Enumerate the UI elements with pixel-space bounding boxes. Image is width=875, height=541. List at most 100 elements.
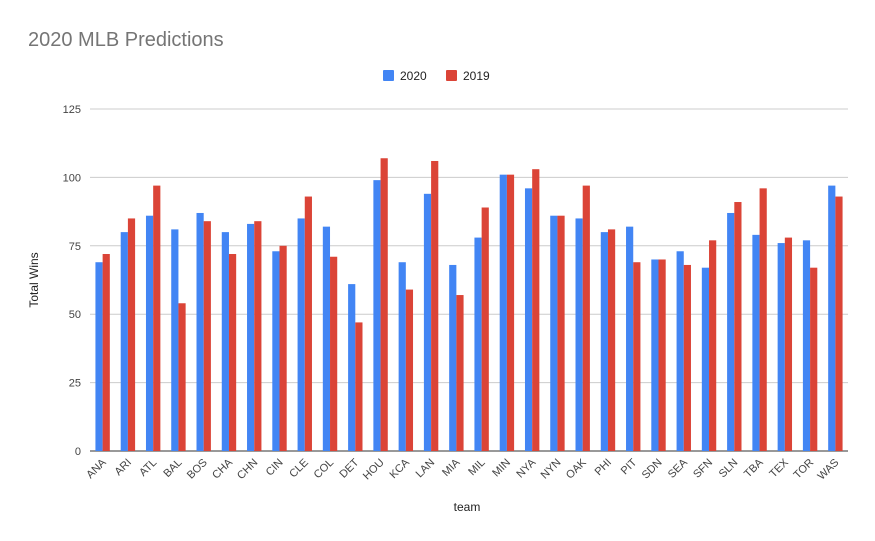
bar-2019-bal bbox=[178, 303, 186, 451]
x-tick-label: SFN bbox=[691, 457, 715, 481]
x-tick-label: MIN bbox=[490, 457, 513, 480]
bar-2019-min bbox=[506, 174, 515, 451]
bar-2019-oak bbox=[582, 185, 590, 452]
bar-2019-nyn bbox=[557, 215, 565, 451]
bar-2019-bos bbox=[203, 221, 211, 451]
bar-2020-sln bbox=[727, 212, 735, 451]
bar-2020-col bbox=[322, 226, 331, 451]
bar-2020-hou bbox=[373, 180, 381, 451]
y-axis-title: Total Wins bbox=[27, 252, 41, 307]
x-tick-label: LAN bbox=[414, 457, 438, 481]
x-tick-label: ATL bbox=[137, 457, 159, 479]
bar-2020-nya bbox=[524, 188, 533, 451]
bar-2020-tor bbox=[802, 240, 811, 451]
bar-2020-phi bbox=[600, 232, 608, 451]
bar-2020-cha bbox=[221, 232, 229, 451]
bar-2020-bal bbox=[171, 229, 179, 451]
x-tick-label: HOU bbox=[361, 457, 387, 483]
bar-2020-ari bbox=[120, 232, 128, 451]
x-tick-label: ANA bbox=[84, 456, 109, 481]
legend-label-2019: 2019 bbox=[463, 69, 490, 83]
y-tick-label: 50 bbox=[69, 309, 81, 321]
bar-2019-cin bbox=[279, 245, 287, 451]
bar-2020-cle bbox=[297, 218, 305, 451]
bar-2019-kca bbox=[405, 289, 414, 451]
x-tick-label: BOS bbox=[185, 457, 210, 482]
bar-2020-tba bbox=[752, 234, 760, 451]
bar-2020-kca bbox=[398, 262, 406, 451]
bar-2019-tba bbox=[759, 188, 767, 451]
bar-2019-ari bbox=[127, 218, 136, 451]
bar-2019-tor bbox=[810, 267, 818, 451]
bar-2020-atl bbox=[145, 215, 154, 451]
bar-2019-hou bbox=[380, 158, 388, 451]
x-tick-label: COL bbox=[312, 457, 336, 481]
legend-swatch-2020 bbox=[383, 70, 394, 81]
x-tick-label: CHN bbox=[235, 457, 260, 482]
x-axis-title: team bbox=[454, 500, 481, 514]
y-tick-label: 75 bbox=[69, 241, 81, 253]
bar-2020-nyn bbox=[550, 215, 558, 451]
x-tick-label: SDN bbox=[640, 457, 665, 482]
bar-2020-lan bbox=[423, 193, 432, 451]
y-tick-label: 125 bbox=[63, 104, 81, 116]
bar-2019-mil bbox=[481, 207, 489, 451]
x-tick-label: NYA bbox=[514, 456, 538, 480]
x-tick-label: NYN bbox=[539, 457, 564, 482]
x-tick-label: CIN bbox=[264, 457, 286, 479]
bar-2019-nya bbox=[532, 169, 540, 451]
bar-2019-pit bbox=[633, 262, 641, 451]
legend-swatch-2019 bbox=[446, 70, 457, 81]
x-tick-label: SEA bbox=[666, 456, 691, 481]
x-tick-label: WAS bbox=[816, 457, 842, 483]
y-axis-ticks: 0 25 50 75 100 125 bbox=[63, 104, 81, 458]
x-tick-label: SLN bbox=[717, 457, 741, 481]
bar-2019-mia bbox=[456, 295, 464, 451]
bar-2019-sfn bbox=[709, 240, 717, 451]
gridlines bbox=[90, 108, 848, 452]
x-axis-ticks: ANA ARI ATL BAL BOS CHA CHN CIN CLE COL DET HOU KCA L… bbox=[84, 456, 841, 482]
x-tick-label: MIA bbox=[440, 456, 463, 479]
bar-2020-cin bbox=[272, 251, 280, 451]
bar-2020-min bbox=[499, 174, 507, 451]
bar-2019-cle bbox=[304, 196, 312, 451]
bar-2019-ana bbox=[102, 254, 110, 451]
bars bbox=[95, 158, 843, 452]
bar-2020-mil bbox=[474, 237, 482, 451]
bar-2020-tex bbox=[777, 243, 785, 451]
x-tick-label: PHI bbox=[593, 457, 614, 478]
bar-2020-sfn bbox=[701, 267, 710, 451]
bar-2019-sea bbox=[683, 264, 691, 451]
bar-2020-sdn bbox=[651, 259, 659, 451]
legend-label-2020: 2020 bbox=[400, 69, 427, 83]
bar-2019-col bbox=[330, 256, 338, 451]
x-tick-label: KCA bbox=[387, 456, 412, 481]
bar-2019-sdn bbox=[658, 259, 666, 451]
legend: 2020 2019 bbox=[383, 69, 490, 83]
x-tick-label: DET bbox=[337, 456, 361, 480]
bar-2020-oak bbox=[575, 218, 583, 451]
bar-2020-bos bbox=[196, 212, 204, 451]
bar-2020-sea bbox=[676, 251, 684, 451]
y-tick-label: 0 bbox=[75, 446, 81, 458]
x-tick-label: BAL bbox=[161, 457, 184, 480]
x-tick-label: ARI bbox=[113, 457, 134, 478]
x-tick-label: TEX bbox=[767, 456, 791, 480]
chart-title: 2020 MLB Predictions bbox=[28, 29, 224, 51]
bar-2020-det bbox=[348, 284, 356, 451]
y-tick-label: 100 bbox=[63, 172, 81, 184]
bar-2019-was bbox=[835, 196, 843, 451]
bar-2020-mia bbox=[449, 264, 457, 451]
bar-2019-cha bbox=[228, 254, 237, 451]
x-tick-label: OAK bbox=[564, 456, 589, 481]
bar-2019-det bbox=[355, 322, 363, 451]
x-tick-label: MIL bbox=[466, 457, 487, 478]
x-tick-label: CLE bbox=[287, 457, 311, 481]
bar-2020-pit bbox=[626, 226, 634, 451]
x-tick-label: CHA bbox=[210, 456, 235, 481]
bar-2019-tex bbox=[784, 237, 793, 451]
bar-2020-chn bbox=[247, 223, 255, 451]
y-tick-label: 25 bbox=[69, 378, 81, 390]
